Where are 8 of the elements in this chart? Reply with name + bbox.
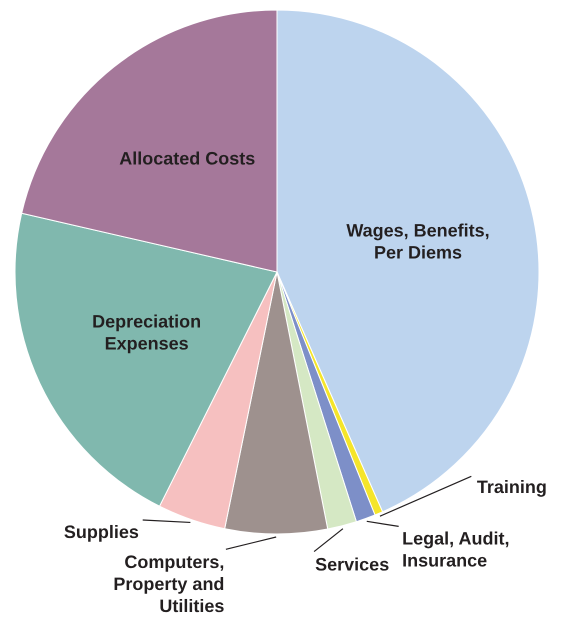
slice-label: Computers, Property and Utilities <box>113 552 224 616</box>
slice-label: Legal, Audit, Insurance <box>402 528 510 570</box>
slice-label: Wages, Benefits, Per Diems <box>346 220 490 262</box>
slice-label: Depreciation Expenses <box>92 311 202 354</box>
slice-label: Allocated Costs <box>119 148 256 168</box>
slice-label: Supplies <box>64 522 139 542</box>
slice-label: Services <box>315 554 390 574</box>
slice-label: Training <box>476 476 547 497</box>
